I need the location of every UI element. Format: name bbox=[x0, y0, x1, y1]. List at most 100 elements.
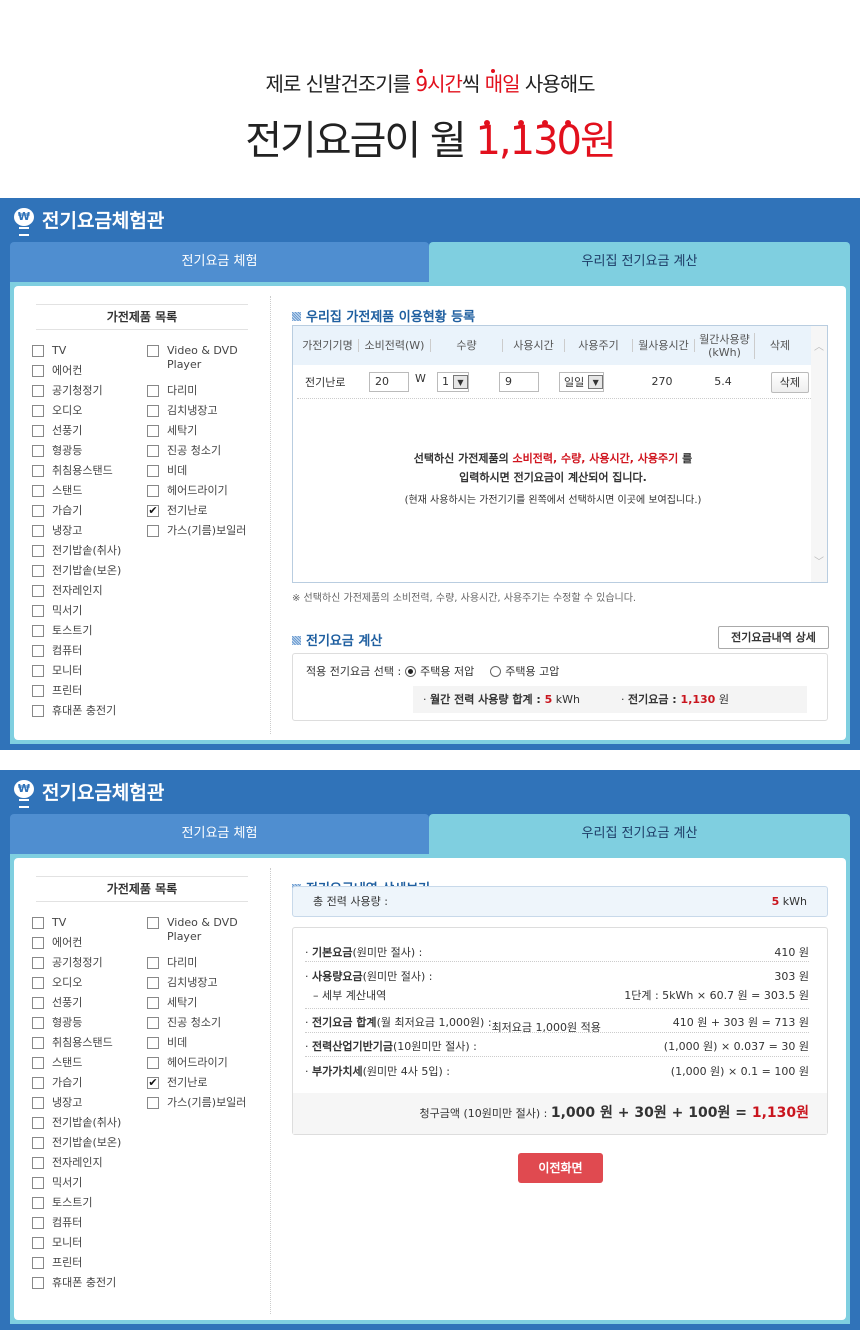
back-button[interactable]: 이전화면 bbox=[518, 1153, 603, 1183]
appliance-item[interactable]: 스탠드 bbox=[32, 484, 121, 504]
checkbox[interactable] bbox=[32, 665, 44, 677]
fee-detail-button[interactable]: 전기요금내역 상세 bbox=[718, 626, 829, 649]
appliance-item[interactable]: 전기밥솥(취사) bbox=[32, 1116, 121, 1136]
chevron-down-icon[interactable]: ﹀ bbox=[814, 557, 824, 568]
appliance-item[interactable]: 오디오 bbox=[32, 404, 121, 424]
checkbox[interactable] bbox=[32, 957, 44, 969]
checkbox[interactable] bbox=[147, 1057, 159, 1069]
appliance-item[interactable]: 다리미 bbox=[147, 384, 247, 404]
appliance-item[interactable]: 김치냉장고 bbox=[147, 404, 247, 424]
checkbox[interactable] bbox=[32, 565, 44, 577]
scrollbar[interactable]: ︿ ﹀ bbox=[811, 326, 827, 582]
checkbox[interactable] bbox=[147, 957, 159, 969]
checkbox[interactable] bbox=[147, 425, 159, 437]
appliance-item[interactable]: 냉장고 bbox=[32, 1096, 121, 1116]
checkbox[interactable] bbox=[32, 645, 44, 657]
checkbox-checked[interactable]: ✔ bbox=[147, 504, 159, 517]
radio-high-voltage[interactable] bbox=[490, 666, 502, 677]
checkbox[interactable] bbox=[32, 385, 44, 397]
appliance-item[interactable]: 김치냉장고 bbox=[147, 976, 247, 996]
appliance-item[interactable]: 진공 청소기 bbox=[147, 1016, 247, 1036]
qty-select[interactable]: 1 ▼ bbox=[437, 371, 469, 392]
appliance-item[interactable]: 믹서기 bbox=[32, 604, 121, 624]
checkbox[interactable] bbox=[147, 485, 159, 497]
chevron-up-icon[interactable]: ︿ bbox=[814, 342, 824, 353]
checkbox[interactable] bbox=[147, 997, 159, 1009]
checkbox[interactable] bbox=[32, 485, 44, 497]
checkbox[interactable] bbox=[32, 1137, 44, 1149]
appliance-item[interactable]: 프린터 bbox=[32, 1256, 121, 1276]
checkbox[interactable] bbox=[147, 405, 159, 417]
appliance-item[interactable]: 가스(기름)보일러 bbox=[147, 1096, 247, 1116]
appliance-item[interactable]: 냉장고 bbox=[32, 524, 121, 544]
appliance-item[interactable]: 전자레인지 bbox=[32, 1156, 121, 1176]
tab-experience[interactable]: 전기요금 체험 bbox=[10, 814, 429, 854]
appliance-item[interactable]: 에어컨 bbox=[32, 364, 121, 384]
checkbox[interactable] bbox=[32, 585, 44, 597]
appliance-item[interactable]: 선풍기 bbox=[32, 424, 121, 444]
appliance-item[interactable]: 믹서기 bbox=[32, 1176, 121, 1196]
checkbox[interactable] bbox=[32, 1057, 44, 1069]
checkbox[interactable] bbox=[32, 1037, 44, 1049]
hours-input[interactable]: 9 bbox=[499, 371, 539, 392]
checkbox[interactable] bbox=[32, 977, 44, 989]
checkbox[interactable] bbox=[32, 1217, 44, 1229]
checkbox[interactable] bbox=[147, 1037, 159, 1049]
checkbox[interactable] bbox=[32, 997, 44, 1009]
checkbox[interactable] bbox=[32, 525, 44, 537]
checkbox[interactable] bbox=[147, 345, 159, 357]
checkbox[interactable] bbox=[32, 1017, 44, 1029]
checkbox[interactable] bbox=[147, 1097, 159, 1109]
appliance-item[interactable]: 에어컨 bbox=[32, 936, 121, 956]
appliance-item[interactable]: 세탁기 bbox=[147, 996, 247, 1016]
tab-home-calc[interactable]: 우리집 전기요금 계산 bbox=[429, 242, 850, 282]
appliance-item[interactable]: 헤어드라이기 bbox=[147, 1056, 247, 1076]
checkbox[interactable] bbox=[32, 365, 44, 377]
tab-experience[interactable]: 전기요금 체험 bbox=[10, 242, 429, 282]
appliance-item[interactable]: ✔ 전기난로 bbox=[147, 1076, 247, 1096]
checkbox[interactable] bbox=[32, 545, 44, 557]
checkbox[interactable] bbox=[147, 1017, 159, 1029]
appliance-item[interactable]: 모니터 bbox=[32, 1236, 121, 1256]
appliance-item[interactable]: 다리미 bbox=[147, 956, 247, 976]
appliance-item[interactable]: 모니터 bbox=[32, 664, 121, 684]
checkbox[interactable] bbox=[32, 1157, 44, 1169]
appliance-item[interactable]: 헤어드라이기 bbox=[147, 484, 247, 504]
checkbox[interactable] bbox=[147, 385, 159, 397]
appliance-item[interactable]: Video & DVD Player bbox=[147, 344, 247, 384]
appliance-item[interactable]: 가스(기름)보일러 bbox=[147, 524, 247, 544]
power-input[interactable]: 20 bbox=[369, 371, 409, 392]
checkbox[interactable] bbox=[32, 917, 44, 929]
radio-low-voltage[interactable] bbox=[405, 666, 417, 677]
tab-home-calc[interactable]: 우리집 전기요금 계산 bbox=[429, 814, 850, 854]
delete-button[interactable]: 삭제 bbox=[770, 371, 809, 393]
checkbox[interactable] bbox=[32, 405, 44, 417]
appliance-item[interactable]: 세탁기 bbox=[147, 424, 247, 444]
appliance-item[interactable]: 진공 청소기 bbox=[147, 444, 247, 464]
appliance-item[interactable]: 토스트기 bbox=[32, 624, 121, 644]
checkbox[interactable] bbox=[147, 465, 159, 477]
appliance-item[interactable]: 전기밥솥(취사) bbox=[32, 544, 121, 564]
appliance-item[interactable]: 취침용스탠드 bbox=[32, 1036, 121, 1056]
appliance-item[interactable]: 공기청정기 bbox=[32, 956, 121, 976]
checkbox[interactable] bbox=[32, 1197, 44, 1209]
checkbox[interactable] bbox=[32, 425, 44, 437]
cycle-select[interactable]: 일일 ▼ bbox=[559, 371, 605, 392]
checkbox[interactable] bbox=[32, 1257, 44, 1269]
appliance-item[interactable]: 전기밥솥(보온) bbox=[32, 564, 121, 584]
checkbox[interactable] bbox=[32, 465, 44, 477]
appliance-item[interactable]: 공기청정기 bbox=[32, 384, 121, 404]
appliance-item[interactable]: Video & DVD Player bbox=[147, 916, 247, 956]
checkbox[interactable] bbox=[32, 445, 44, 457]
checkbox[interactable] bbox=[147, 525, 159, 537]
appliance-item[interactable]: 선풍기 bbox=[32, 996, 121, 1016]
appliance-item[interactable]: 휴대폰 충전기 bbox=[32, 1276, 121, 1296]
appliance-item[interactable]: TV bbox=[32, 344, 121, 364]
checkbox-checked[interactable]: ✔ bbox=[147, 1076, 159, 1089]
appliance-item[interactable]: 스탠드 bbox=[32, 1056, 121, 1076]
appliance-item[interactable]: 전자레인지 bbox=[32, 584, 121, 604]
checkbox[interactable] bbox=[147, 977, 159, 989]
checkbox[interactable] bbox=[32, 937, 44, 949]
checkbox[interactable] bbox=[32, 705, 44, 717]
appliance-item[interactable]: 컴퓨터 bbox=[32, 1216, 121, 1236]
